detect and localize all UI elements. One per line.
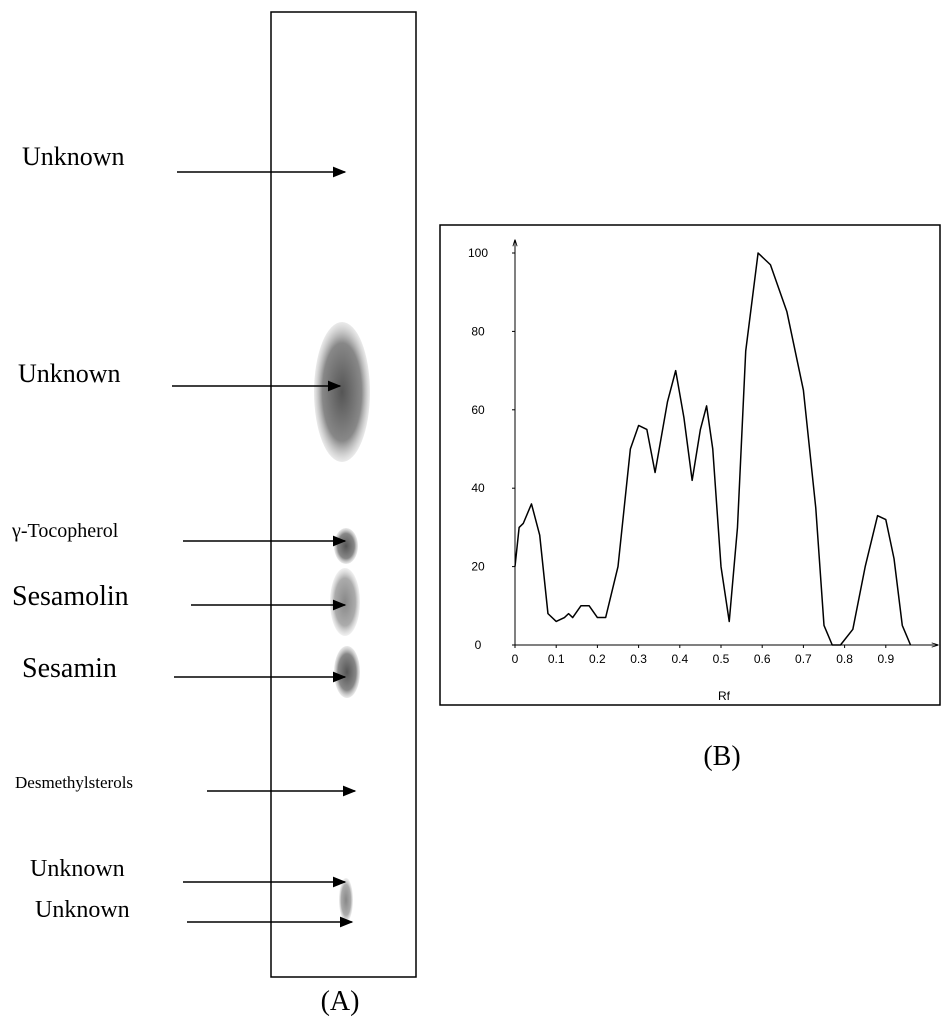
spot: [334, 528, 358, 564]
band-label: γ-Tocopherol: [11, 520, 119, 542]
density-curve: [515, 253, 911, 645]
caption-a: (A): [321, 986, 360, 1017]
y-tick-label: 20: [471, 560, 485, 574]
x-tick-label: 0.1: [548, 652, 565, 666]
x-tick-label: 0.5: [713, 652, 730, 666]
x-tick-label: 0: [512, 652, 519, 666]
spot: [334, 646, 360, 698]
tlc-plate: [271, 12, 416, 977]
y-tick-label: 40: [471, 481, 485, 495]
band-label: Unknown: [18, 359, 121, 388]
spot: [339, 878, 353, 922]
band-label: Unknown: [30, 856, 125, 882]
band-label: Unknown: [22, 142, 125, 171]
x-tick-label: 0.4: [671, 652, 688, 666]
y-tick-label: 80: [471, 324, 485, 338]
band-label: Unknown: [35, 897, 130, 923]
band-label: Desmethylsterols: [15, 773, 133, 792]
figure: (A) Rf (B) Unknown Unknown γ-Tocopherol Ses…: [0, 0, 941, 1019]
spot: [314, 322, 370, 462]
x-tick-label: 0.6: [754, 652, 771, 666]
caption-b: (B): [703, 741, 740, 772]
y-tick-label: 60: [471, 403, 485, 417]
x-tick-label: 0.2: [589, 652, 606, 666]
x-axis-label: Rf: [718, 689, 731, 703]
y-tick-label: 0: [475, 638, 482, 652]
band-label: Sesamolin: [12, 581, 129, 612]
x-tick-label: 0.8: [836, 652, 853, 666]
x-tick-label: 0.3: [630, 652, 647, 666]
x-tick-label: 0.9: [877, 652, 894, 666]
y-tick-label: 100: [468, 246, 488, 260]
x-tick-label: 0.7: [795, 652, 812, 666]
spot: [330, 568, 360, 636]
band-label: Sesamin: [22, 653, 117, 684]
